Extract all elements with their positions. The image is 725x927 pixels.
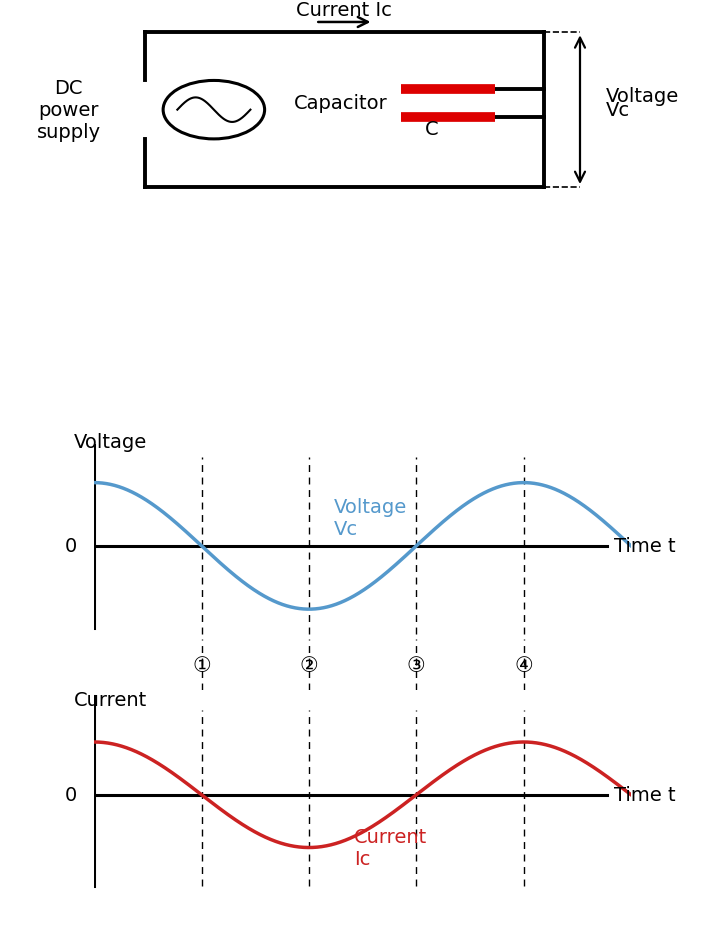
- Text: Voltage
Vc: Voltage Vc: [334, 498, 407, 539]
- Text: Time t: Time t: [613, 785, 675, 805]
- Text: Current Ic: Current Ic: [297, 1, 392, 19]
- Text: C: C: [425, 120, 438, 139]
- Text: Voltage: Voltage: [605, 86, 679, 106]
- Text: Time t: Time t: [613, 537, 675, 556]
- Text: 0: 0: [65, 785, 77, 805]
- Text: Capacitor: Capacitor: [294, 94, 388, 113]
- Text: ②: ②: [299, 655, 318, 675]
- Text: ①: ①: [192, 655, 211, 675]
- Text: ③: ③: [407, 655, 426, 675]
- Text: Voltage: Voltage: [74, 433, 147, 451]
- Text: Current
Ic: Current Ic: [354, 827, 427, 868]
- Text: DC
power
supply: DC power supply: [37, 79, 101, 142]
- Text: ④: ④: [514, 655, 533, 675]
- Text: 0: 0: [65, 537, 77, 556]
- Text: Vc: Vc: [605, 101, 629, 120]
- Text: Current: Current: [74, 691, 147, 709]
